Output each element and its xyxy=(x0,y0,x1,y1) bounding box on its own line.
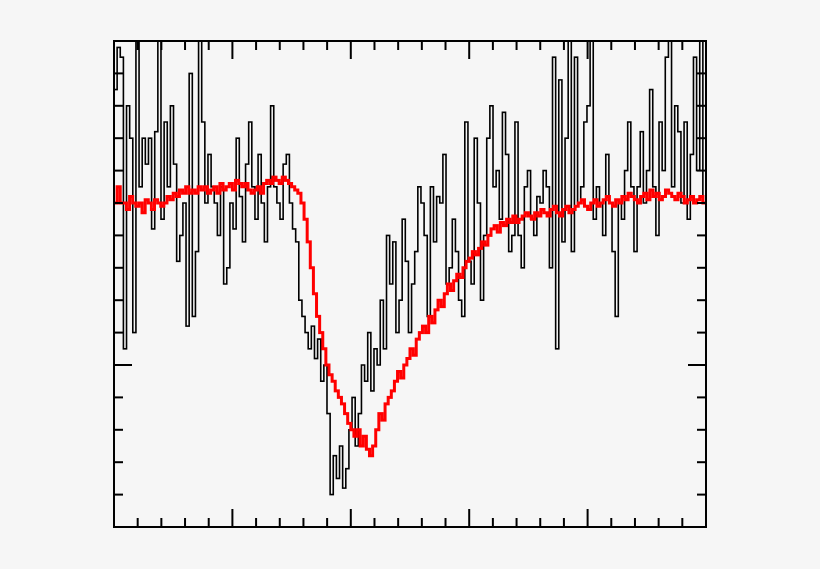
series-black-step-line xyxy=(114,41,706,496)
series-red-step-line xyxy=(114,175,706,458)
plot-frame xyxy=(113,40,707,528)
data-layer xyxy=(114,41,706,496)
tick-layer xyxy=(114,41,706,527)
